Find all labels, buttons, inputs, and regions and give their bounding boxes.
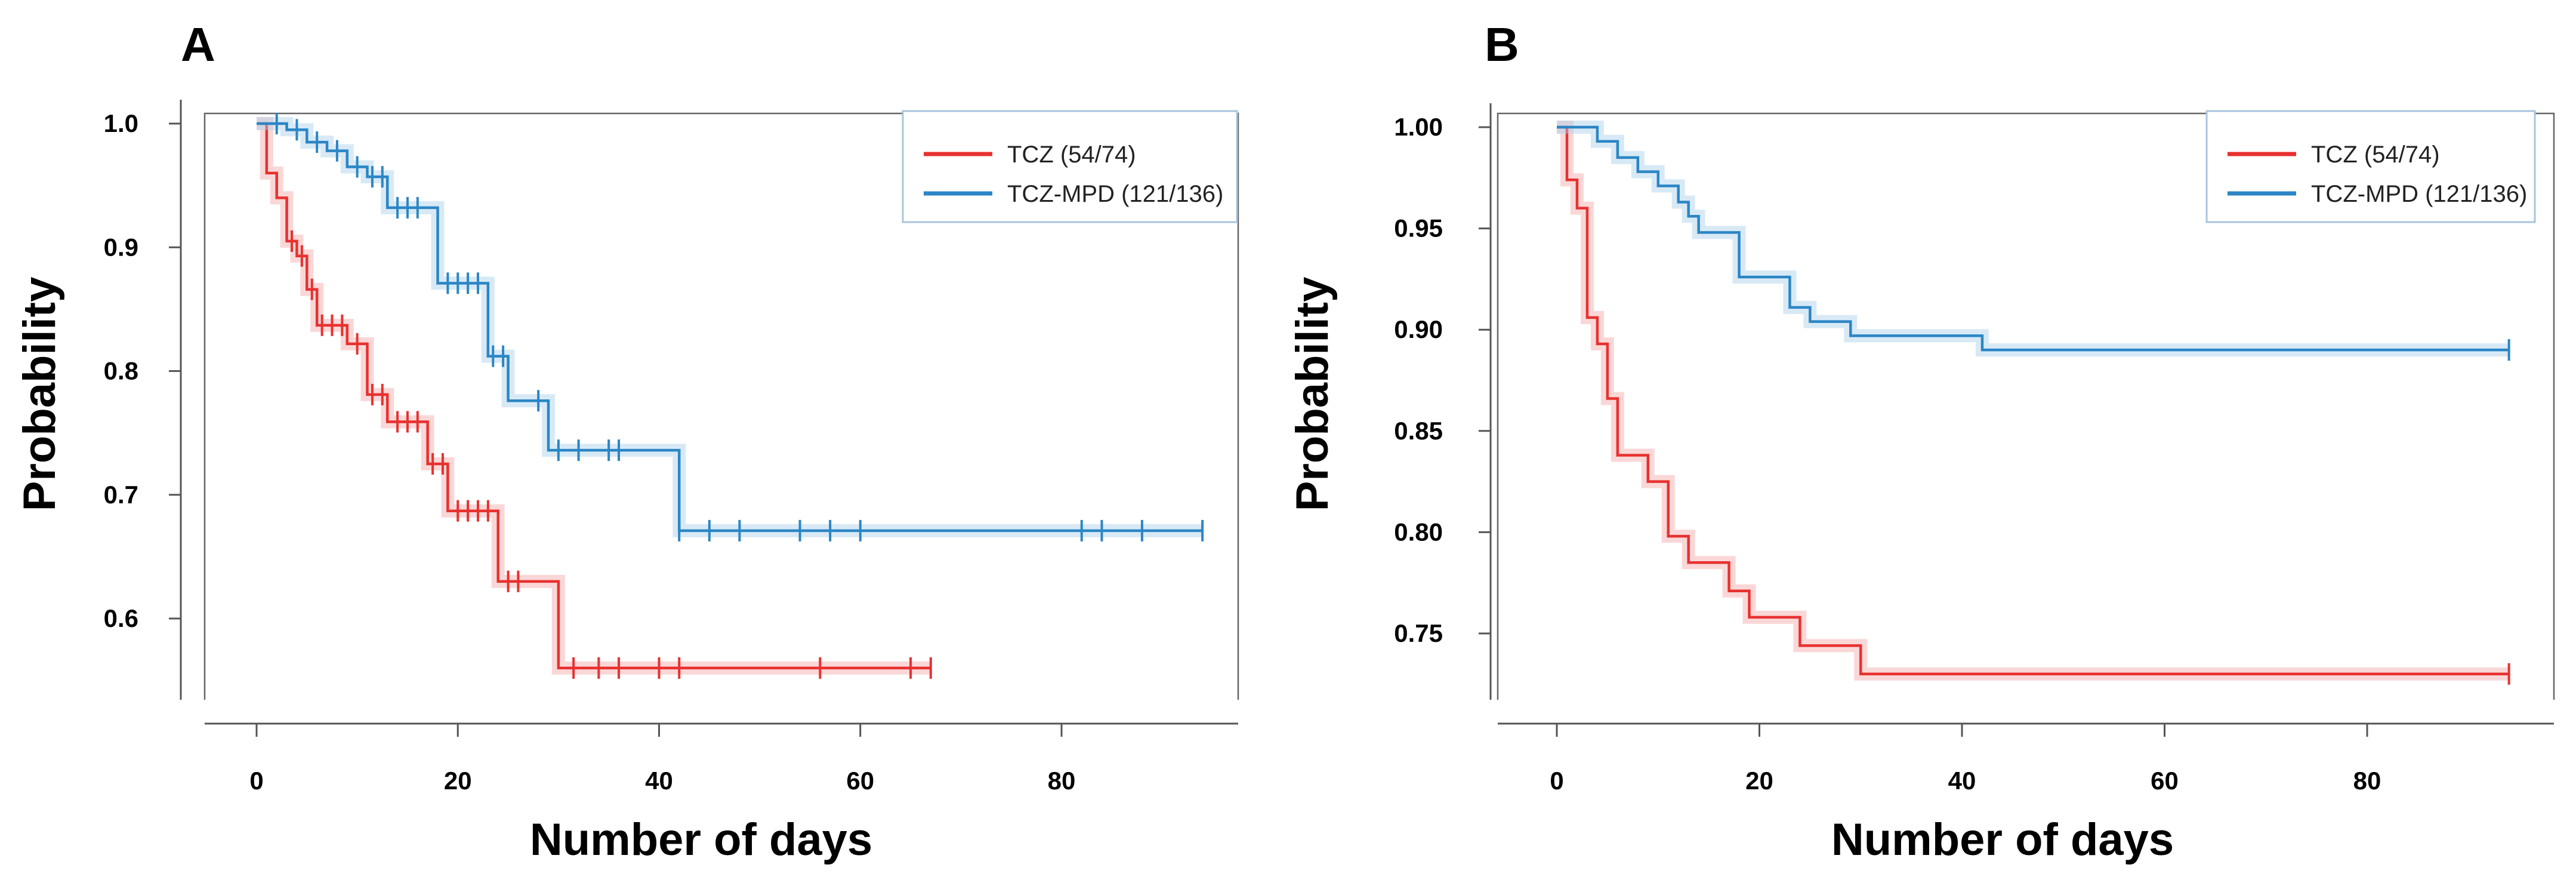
x-tick-label: 60 — [846, 767, 874, 795]
x-tick-label: 40 — [1948, 767, 1976, 795]
confidence-band — [257, 117, 931, 675]
plot-frame — [1497, 112, 2555, 700]
y-tick-label: 0.75 — [1394, 619, 1443, 647]
panel-letter: B — [1485, 18, 1519, 71]
x-axis-title: Number of days — [1831, 814, 2174, 865]
survival-curve — [257, 122, 931, 670]
y-tick-label: 0.90 — [1394, 315, 1443, 343]
chart-panel-b: B 0 20 40 60 80 1.00 0.95 0.90 0.85 0.80 0.75 Number… — [1287, 18, 2555, 865]
legend-label-tcz-mpd: TCZ-MPD (121/136) — [2311, 181, 2527, 207]
x-tick-label: 20 — [444, 767, 472, 795]
y-tick-label: 1.00 — [1394, 113, 1443, 141]
y-tick-label: 0.9 — [104, 233, 138, 261]
y-axis-title: Probability — [14, 277, 65, 512]
y-tick-label: 0.6 — [104, 604, 138, 632]
survival-curve — [257, 122, 1203, 533]
plot-frame — [203, 112, 1239, 700]
x-tick-label: 40 — [645, 767, 673, 795]
x-tick-label: 80 — [2353, 767, 2381, 795]
x-tick-label: 60 — [2151, 767, 2179, 795]
panel-letter: A — [181, 18, 215, 71]
legend-box — [902, 110, 1238, 223]
survival-curve — [1557, 125, 2509, 676]
legend: TCZ (54/74) TCZ-MPD (121/136) — [902, 110, 1238, 223]
y-tick-label: 0.80 — [1394, 518, 1443, 546]
legend: TCZ (54/74) TCZ-MPD (121/136) — [2205, 110, 2536, 223]
series-tcz-mpd — [1557, 121, 2510, 361]
legend-box — [2205, 110, 2536, 223]
x-tick-label: 0 — [249, 767, 263, 795]
series-tcz — [257, 117, 932, 679]
x-tick-label: 80 — [1048, 767, 1076, 795]
x-tick-label: 0 — [1550, 767, 1563, 795]
y-axis-title: Probability — [1287, 277, 1338, 512]
chart-panel-a: A 0 20 40 60 80 1.0 0.9 0.8 0.7 0.6 Number of days P… — [14, 18, 1239, 865]
y-tick-label: 0.85 — [1394, 417, 1443, 445]
legend-label-tcz-mpd: TCZ-MPD (121/136) — [1007, 181, 1223, 207]
series-tcz-mpd — [257, 113, 1204, 542]
y-tick-label: 1.0 — [104, 109, 138, 137]
x-axis-title: Number of days — [530, 814, 872, 865]
y-tick-label: 0.95 — [1394, 214, 1443, 242]
survival-curve — [1557, 125, 2509, 352]
legend-label-tcz: TCZ (54/74) — [1007, 141, 1136, 168]
series-tcz — [1557, 121, 2510, 685]
y-tick-label: 0.8 — [104, 357, 138, 385]
y-tick-label: 0.7 — [104, 481, 138, 509]
x-tick-label: 20 — [1745, 767, 1773, 795]
legend-label-tcz: TCZ (54/74) — [2311, 141, 2440, 168]
